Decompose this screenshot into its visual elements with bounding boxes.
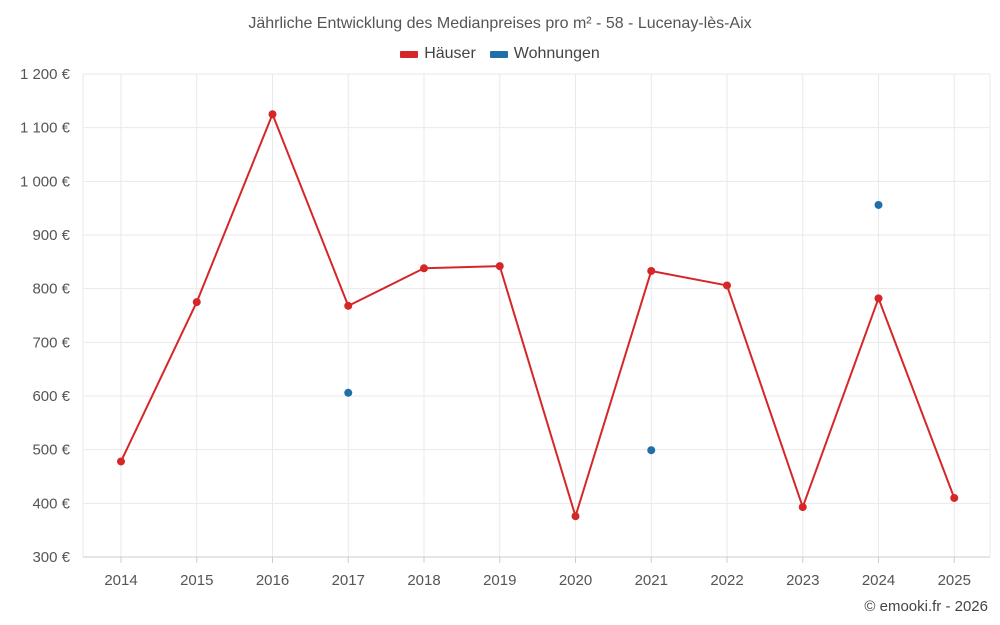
x-tick-label: 2019 (483, 572, 516, 589)
data-point-haeuser-2022[interactable] (723, 281, 731, 290)
x-tick-label: 2014 (104, 572, 137, 589)
data-point-haeuser-2019[interactable] (495, 262, 504, 271)
data-point-haeuser-2015[interactable] (192, 298, 201, 307)
data-point-haeuser-2016[interactable] (268, 110, 277, 119)
legend-label-haeuser: Häuser (424, 45, 476, 62)
y-tick-label: 800 € (32, 281, 70, 298)
data-point-wohnungen-2017[interactable] (344, 388, 353, 397)
credit: © emooki.fr - 2026 (864, 598, 988, 615)
x-tick-label: 2016 (256, 572, 289, 589)
legend-swatch-haeuser (400, 50, 419, 58)
data-point-haeuser-2017[interactable] (344, 301, 353, 310)
data-point-wohnungen-2021[interactable] (647, 446, 656, 455)
x-tick-label: 2022 (710, 572, 743, 589)
y-tick-label: 300 € (32, 549, 70, 566)
x-tick-label: 2023 (786, 572, 819, 589)
y-tick-label: 1 100 € (20, 120, 71, 137)
y-tick-label: 700 € (32, 334, 70, 351)
legend-label-wohnungen: Wohnungen (513, 45, 600, 62)
x-tick-label: 2017 (332, 572, 365, 589)
x-tick-label: 2025 (938, 572, 971, 589)
x-tick-label: 2020 (559, 572, 592, 589)
data-point-haeuser-2025[interactable] (950, 493, 959, 502)
series-line-haeuser (120, 113, 956, 518)
data-point-haeuser-2014[interactable] (117, 457, 125, 466)
data-point-haeuser-2021[interactable] (647, 266, 656, 275)
data-point-haeuser-2023[interactable] (798, 503, 807, 512)
legend-swatch-wohnungen (489, 50, 508, 58)
x-tick-label: 2021 (635, 572, 668, 589)
chart-title: Jährliche Entwicklung des Medianpreises … (248, 15, 752, 32)
legend-item-haeuser[interactable]: Häuser (400, 45, 476, 63)
y-tick-label: 900 € (32, 227, 70, 244)
y-tick-label: 600 € (32, 388, 70, 405)
x-tick-label: 2024 (862, 572, 895, 589)
x-tick-label: 2015 (180, 572, 213, 589)
data-point-haeuser-2020[interactable] (571, 512, 580, 521)
x-tick-label: 2018 (407, 572, 440, 589)
y-tick-label: 1 000 € (20, 173, 71, 190)
data-point-haeuser-2018[interactable] (420, 264, 428, 273)
y-tick-label: 400 € (32, 495, 70, 512)
y-tick-label: 500 € (32, 442, 70, 459)
data-point-haeuser-2024[interactable] (874, 294, 883, 303)
legend: Häuser Wohnungen (0, 45, 1000, 63)
y-tick-label: 1 200 € (20, 66, 71, 83)
data-point-wohnungen-2024[interactable] (874, 200, 883, 209)
legend-item-wohnungen[interactable]: Wohnungen (489, 45, 600, 63)
